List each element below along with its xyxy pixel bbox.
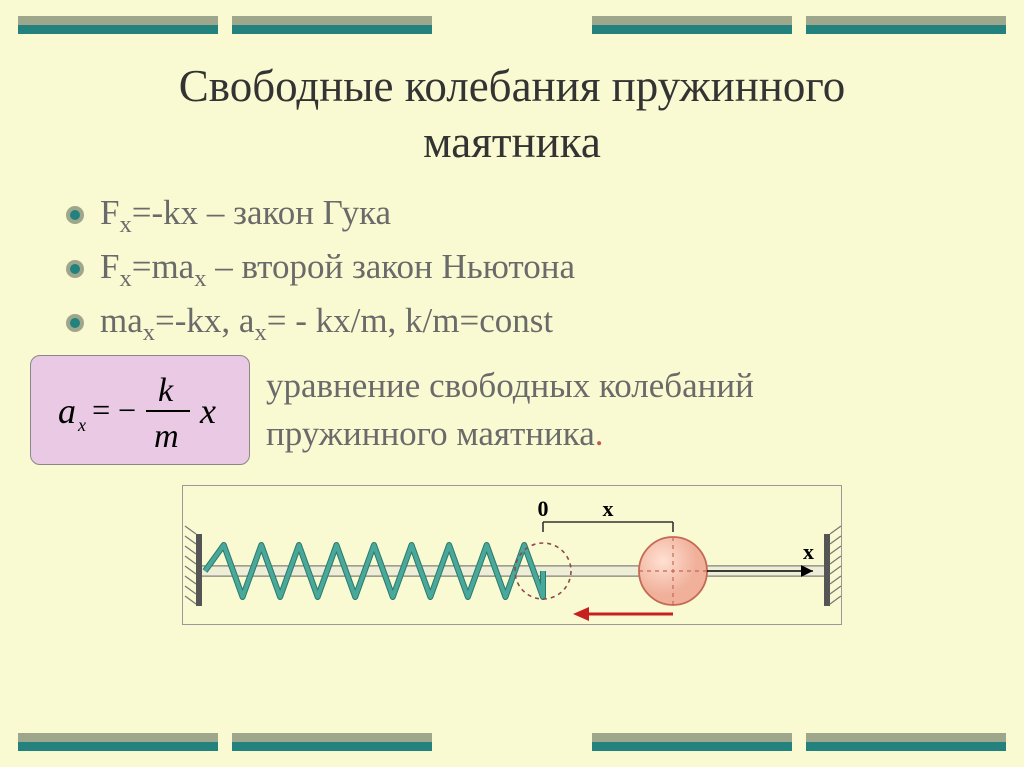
spring-diagram-svg: 0xxF [183,486,843,626]
stripe [232,733,432,751]
equation-box: a x = − k m x [30,355,250,465]
spring-diagram: 0xxF [182,485,842,625]
svg-text:=: = [92,393,110,429]
svg-text:x: x [803,539,814,564]
svg-text:0: 0 [538,496,549,521]
stripe [232,16,432,34]
indented-line1: уравнение свободных колебаний [266,366,754,405]
border-top [0,16,1024,34]
bullet-icon [64,204,86,226]
svg-text:x: x [199,391,216,431]
stripe-group-right [592,733,1006,751]
indented-line2: пружинного маятника [266,414,595,453]
bullet-3: max=-kx, ax= - kx/m, k/m=const [64,297,960,349]
svg-text:a: a [58,391,76,431]
title-line2: маятника [423,117,601,167]
title-line1: Свободные колебания пружинного [179,61,845,111]
stripe [18,733,218,751]
svg-text:k: k [158,372,174,409]
svg-text:−: − [118,393,136,429]
equation-description: уравнение свободных колебаний пружинного… [266,362,754,457]
content-area: Fx=-kx – закон Гука Fx=max – второй зако… [0,171,1024,625]
bullet-2: Fx=max – второй закон Ньютона [64,243,960,295]
bullet-1-text: Fx=-kx – закон Гука [100,189,391,241]
stripe [806,733,1006,751]
equation-row: a x = − k m x уравнение свободных колеба… [64,355,960,465]
stripe [806,16,1006,34]
stripe [18,16,218,34]
svg-text:x: x [77,415,86,435]
stripe [592,733,792,751]
svg-text:m: m [154,418,179,455]
bullet-3-text: max=-kx, ax= - kx/m, k/m=const [100,297,553,349]
stripe-group-right [592,16,1006,34]
stripe-group-left [18,16,432,34]
svg-text:x: x [603,496,614,521]
bullet-2-text: Fx=max – второй закон Ньютона [100,243,575,295]
equation-svg: a x = − k m x [40,361,240,459]
bullet-icon [64,258,86,280]
border-bottom [0,733,1024,751]
stripe [592,16,792,34]
bullet-icon [64,312,86,334]
bullet-1: Fx=-kx – закон Гука [64,189,960,241]
trailing-period: . [595,414,604,453]
stripe-group-left [18,733,432,751]
